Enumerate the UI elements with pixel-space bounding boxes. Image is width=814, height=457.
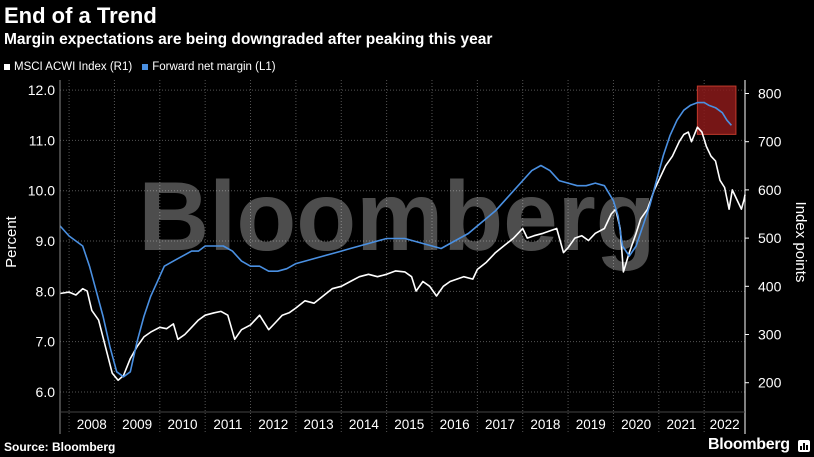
axis-layer: 6.0 7.0 8.0 9.0 10.0 11.0 12.0 200 300 400 500 600 7…	[28, 80, 782, 434]
brand-logo: Bloomberg	[708, 436, 790, 453]
y-tick-right-2: 400	[758, 278, 782, 294]
x-tick-12: 2020	[621, 417, 651, 432]
y-axis-label-right: Index points	[792, 202, 809, 283]
y-axis-label-left: Percent	[3, 215, 20, 268]
y-tick-left-6: 12.0	[28, 82, 55, 98]
source-note: Source: Bloomberg	[4, 440, 116, 454]
y-tick-left-0: 6.0	[36, 384, 56, 400]
brand-chart-icon	[798, 440, 810, 452]
chart-title: End of a Trend	[4, 3, 157, 28]
series-line-msci	[59, 126, 746, 382]
x-tick-11: 2019	[576, 417, 606, 432]
x-tick-6: 2014	[349, 417, 380, 432]
x-tick-7: 2015	[394, 417, 424, 432]
legend-label-margin: Forward net margin (L1)	[152, 61, 276, 73]
y-tick-left-4: 10.0	[28, 183, 55, 199]
y-tick-left-5: 11.0	[29, 132, 55, 148]
y-tick-right-3: 500	[758, 230, 782, 246]
watermark: Bloomberg	[138, 161, 655, 271]
x-tick-14: 2022	[710, 417, 740, 432]
x-tick-1: 2009	[122, 417, 152, 432]
x-tick-0: 2008	[77, 417, 107, 432]
series-layer	[59, 101, 746, 382]
x-tick-2: 2010	[167, 417, 197, 432]
x-tick-13: 2021	[666, 417, 696, 432]
y-tick-right-5: 700	[758, 134, 782, 150]
x-tick-8: 2016	[440, 417, 470, 432]
x-tick-5: 2013	[304, 417, 334, 432]
legend-label-msci: MSCI ACWI Index (R1)	[14, 61, 133, 73]
y-tick-left-3: 9.0	[36, 233, 56, 249]
x-tick-3: 2011	[213, 417, 242, 432]
series-line-margin	[59, 101, 732, 378]
legend-swatch-msci	[4, 64, 10, 70]
highlight-layer	[696, 85, 737, 135]
legend-item-margin: Forward net margin (L1)	[142, 61, 276, 73]
x-tick-4: 2012	[258, 417, 288, 432]
grid-lines	[60, 80, 745, 434]
y-tick-right-4: 600	[758, 182, 782, 198]
legend: MSCI ACWI Index (R1) Forward net margin …	[4, 61, 286, 73]
chart-subtitle: Margin expectations are being downgraded…	[4, 31, 493, 48]
highlight-box	[696, 85, 737, 135]
legend-item-msci: MSCI ACWI Index (R1)	[4, 61, 132, 73]
legend-swatch-margin	[142, 64, 149, 70]
y-tick-left-2: 8.0	[36, 283, 56, 299]
x-tick-9: 2017	[485, 417, 515, 432]
y-tick-right-1: 300	[758, 327, 782, 343]
y-tick-right-0: 200	[758, 375, 782, 391]
y-tick-left-1: 7.0	[36, 334, 56, 350]
y-tick-right-6: 800	[758, 85, 782, 101]
x-tick-10: 2018	[530, 417, 560, 432]
